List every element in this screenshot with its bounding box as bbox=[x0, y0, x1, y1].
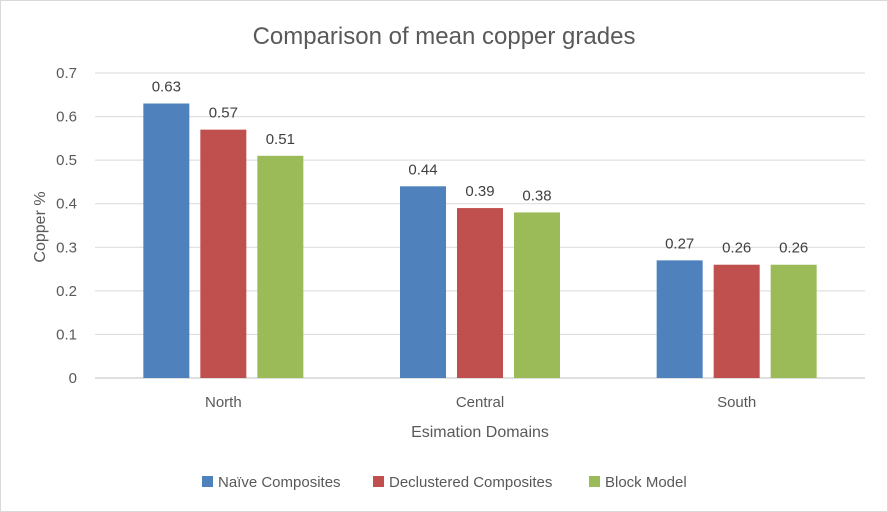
legend-label: Block Model bbox=[605, 474, 687, 491]
x-tick-label: Central bbox=[456, 394, 504, 411]
data-label: 0.26 bbox=[779, 240, 808, 257]
data-label: 0.57 bbox=[209, 105, 238, 122]
y-axis-title: Copper % bbox=[32, 191, 49, 262]
x-axis-ticks: North Central South bbox=[205, 394, 756, 411]
data-label: 0.27 bbox=[665, 235, 694, 252]
y-tick-label: 0.6 bbox=[56, 109, 77, 126]
y-tick-label: 0.2 bbox=[56, 283, 77, 300]
x-tick-label: North bbox=[205, 394, 242, 411]
bar bbox=[713, 264, 760, 378]
legend-swatch bbox=[202, 476, 213, 487]
y-axis-ticks: 0 0.1 0.2 0.3 0.4 0.5 0.6 0.7 bbox=[56, 65, 77, 387]
chart-title: Comparison of mean copper grades bbox=[253, 23, 636, 50]
bar bbox=[656, 260, 703, 378]
bar bbox=[257, 155, 304, 378]
data-label: 0.51 bbox=[266, 131, 295, 148]
bar bbox=[200, 129, 247, 378]
y-tick-label: 0.7 bbox=[56, 65, 77, 82]
data-labels: 0.63 0.57 0.51 0.44 0.39 0.38 0.27 0.26 0.26 bbox=[152, 79, 809, 257]
x-tick-label: South bbox=[717, 394, 756, 411]
bars bbox=[143, 103, 817, 378]
y-tick-label: 0.3 bbox=[56, 239, 77, 256]
bar bbox=[457, 208, 503, 378]
y-tick-label: 0.1 bbox=[56, 326, 77, 343]
y-tick-label: 0.4 bbox=[56, 196, 77, 213]
legend: Naïve Composites Declustered Composites Bl… bbox=[202, 474, 687, 491]
legend-label: Declustered Composites bbox=[389, 474, 552, 491]
bar bbox=[143, 103, 190, 378]
legend-label: Naïve Composites bbox=[218, 474, 341, 491]
y-tick-label: 0 bbox=[69, 370, 77, 387]
data-label: 0.38 bbox=[522, 187, 551, 204]
data-label: 0.63 bbox=[152, 79, 181, 96]
bar bbox=[514, 212, 560, 378]
legend-swatch bbox=[373, 476, 384, 487]
x-axis-title: Esimation Domains bbox=[411, 424, 549, 441]
bar bbox=[400, 186, 446, 378]
data-label: 0.44 bbox=[408, 161, 437, 178]
data-label: 0.26 bbox=[722, 240, 751, 257]
data-label: 0.39 bbox=[465, 183, 494, 200]
y-tick-label: 0.5 bbox=[56, 152, 77, 169]
legend-swatch bbox=[589, 476, 600, 487]
bar bbox=[770, 264, 817, 378]
